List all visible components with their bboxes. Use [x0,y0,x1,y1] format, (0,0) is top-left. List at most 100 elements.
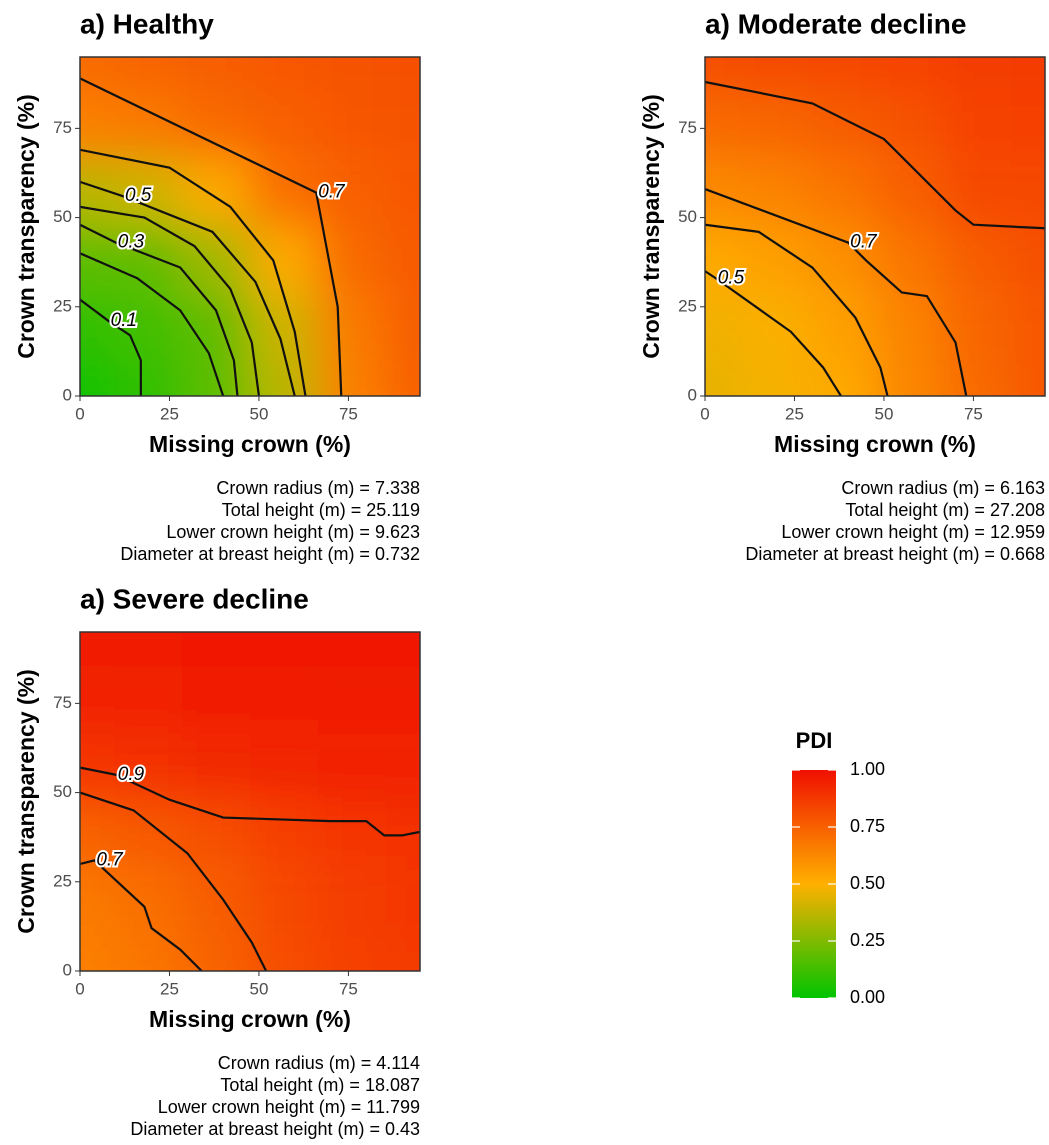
heat-cell [80,733,114,802]
contour-line [80,791,268,971]
heat-cell [250,226,318,295]
heat-cell [386,362,420,396]
x-tick-label: 50 [249,404,268,423]
heat-cell [318,733,386,802]
panel-border [79,56,421,397]
y-tick-label: 25 [678,296,697,315]
panel-border [704,56,1046,397]
x-tick-label: 25 [160,404,179,423]
note: Crown radius (m) = 6.163 [841,478,1045,498]
heat-cell [250,869,318,938]
heat-cell [943,362,1011,396]
heat-cell [875,90,943,159]
y-axis-label: Crown transparency (%) [13,94,39,359]
heat-cell [80,57,114,91]
y-tick-label: 0 [63,960,72,979]
heat-cell [386,632,420,666]
heat-cell [182,362,250,396]
x-tick-label: 0 [75,404,84,423]
heat-cell [1011,294,1045,363]
contour-line [80,766,420,837]
heat-cell [386,226,420,295]
legend-title: PDI [796,728,833,753]
contour-label: 0.3 [118,232,145,253]
note: Total height (m) = 27.208 [845,500,1045,520]
heat-cell [807,90,875,159]
x-axis-label: Missing crown (%) [774,431,976,457]
heat-cell [705,362,739,396]
x-tick-label: 0 [75,979,84,998]
note: Diameter at breast height (m) = 0.668 [745,544,1045,564]
contour-label: 0.7 [96,849,124,870]
x-tick-label: 0 [700,404,709,423]
heat-cell [705,158,739,227]
contour-label: 0.5 [718,267,745,288]
heat-cell [943,294,1011,363]
heat-cell [318,362,386,396]
heat-cell [807,362,875,396]
heat-cell [705,90,739,159]
heat-cell [875,158,943,227]
heat-cell [114,90,182,159]
heat-cell [80,294,114,363]
y-tick-label: 75 [678,118,697,137]
heatmap [80,632,420,971]
heat-cell [318,294,386,363]
note: Total height (m) = 25.119 [222,500,420,520]
panel-title: a) Healthy [80,8,214,39]
contour-label: 0.1 [111,310,137,331]
contour-line [80,77,343,396]
contour-line [80,298,142,396]
heat-cell [114,294,182,363]
contour-line [705,270,842,396]
heat-cell [1011,90,1045,159]
heat-cell [1011,226,1045,295]
heat-cell [386,294,420,363]
heat-cell [705,294,739,363]
legend-tick-label: 0.25 [850,930,885,950]
heat-cell [250,733,318,802]
heatmap [705,57,1045,396]
y-axis-label: Crown transparency (%) [13,669,39,934]
heat-cell [114,665,182,734]
y-tick-label: 75 [53,118,72,137]
contour-line [80,180,296,396]
heat-cell [250,57,318,91]
heat-cell [386,869,420,938]
heat-cell [182,937,250,971]
heat-cell [1011,57,1045,91]
x-tick-label: 25 [785,404,804,423]
contour-line [80,223,239,396]
heat-cell [318,632,386,666]
heat-cell [386,90,420,159]
note: Total height (m) = 18.087 [220,1075,420,1095]
heat-cell [739,294,807,363]
note: Diameter at breast height (m) = 0.732 [120,544,420,564]
heat-cell [114,869,182,938]
contour-line [705,223,889,396]
heat-cell [875,226,943,295]
heat-cell [250,362,318,396]
contour-label: 0.7 [318,182,346,203]
x-tick-label: 50 [874,404,893,423]
heat-cell [80,632,114,666]
contour-line [705,188,968,396]
note: Crown radius (m) = 7.338 [216,478,420,498]
heat-cell [182,632,250,666]
heat-cell [318,869,386,938]
x-tick-label: 75 [339,404,358,423]
heat-cell [80,158,114,227]
contour-line [80,252,225,396]
note: Lower crown height (m) = 9.623 [166,522,420,542]
heat-cell [182,665,250,734]
heat-cell [318,665,386,734]
y-tick-label: 0 [688,385,697,404]
heat-cell [1011,158,1045,227]
heat-cell [739,90,807,159]
heat-cell [80,362,114,396]
heat-cell [807,294,875,363]
x-tick-label: 50 [249,979,268,998]
legend-tick-label: 0.75 [850,816,885,836]
y-tick-label: 0 [63,385,72,404]
